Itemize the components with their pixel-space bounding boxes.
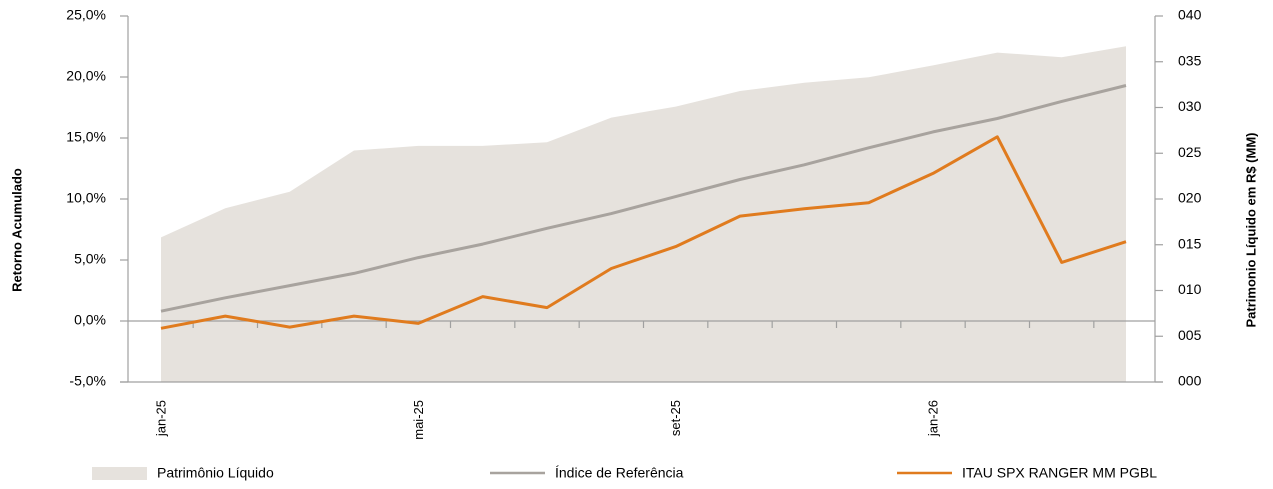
x-tick-label: set-25: [668, 400, 683, 436]
y2-tick-label: 030: [1178, 98, 1202, 114]
y2-tick-label: 010: [1178, 281, 1202, 297]
x-tick-label: jan-26: [925, 400, 940, 437]
y2-tick-label: 020: [1178, 190, 1202, 206]
line: [160, 84, 1127, 313]
x-tick-label: mai-25: [411, 400, 426, 440]
y-tick-label: 15,0%: [66, 129, 106, 145]
y2-tick-label: 025: [1178, 144, 1202, 160]
y2-tick-label: 040: [1178, 7, 1202, 23]
y2-tick-label: 015: [1178, 235, 1202, 251]
y-tick-label: -5,0%: [69, 373, 106, 389]
legend-swatch: [92, 467, 147, 480]
y-tick-label: 25,0%: [66, 7, 106, 23]
x-tick-label: jan-25: [153, 400, 168, 437]
y2-axis-title: Patrimonio Líquido em R$ (MM): [1243, 133, 1258, 328]
y2-tick-label: 000: [1178, 373, 1202, 389]
y-axis-title: Retorno Acumulado: [9, 168, 24, 292]
y-tick-label: 0,0%: [74, 312, 106, 328]
y2-tick-label: 005: [1178, 327, 1202, 343]
y-tick-label: 10,0%: [66, 190, 106, 206]
area: [161, 46, 1126, 382]
line: [160, 135, 1127, 330]
legend-label: ITAU SPX RANGER MM PGBL: [962, 465, 1157, 481]
legend-label: Patrimônio Líquido: [157, 465, 274, 481]
legend-label: Índice de Referência: [555, 465, 684, 481]
y2-tick-label: 035: [1178, 52, 1202, 68]
y-tick-label: 5,0%: [74, 251, 106, 267]
y-tick-label: 20,0%: [66, 68, 106, 84]
